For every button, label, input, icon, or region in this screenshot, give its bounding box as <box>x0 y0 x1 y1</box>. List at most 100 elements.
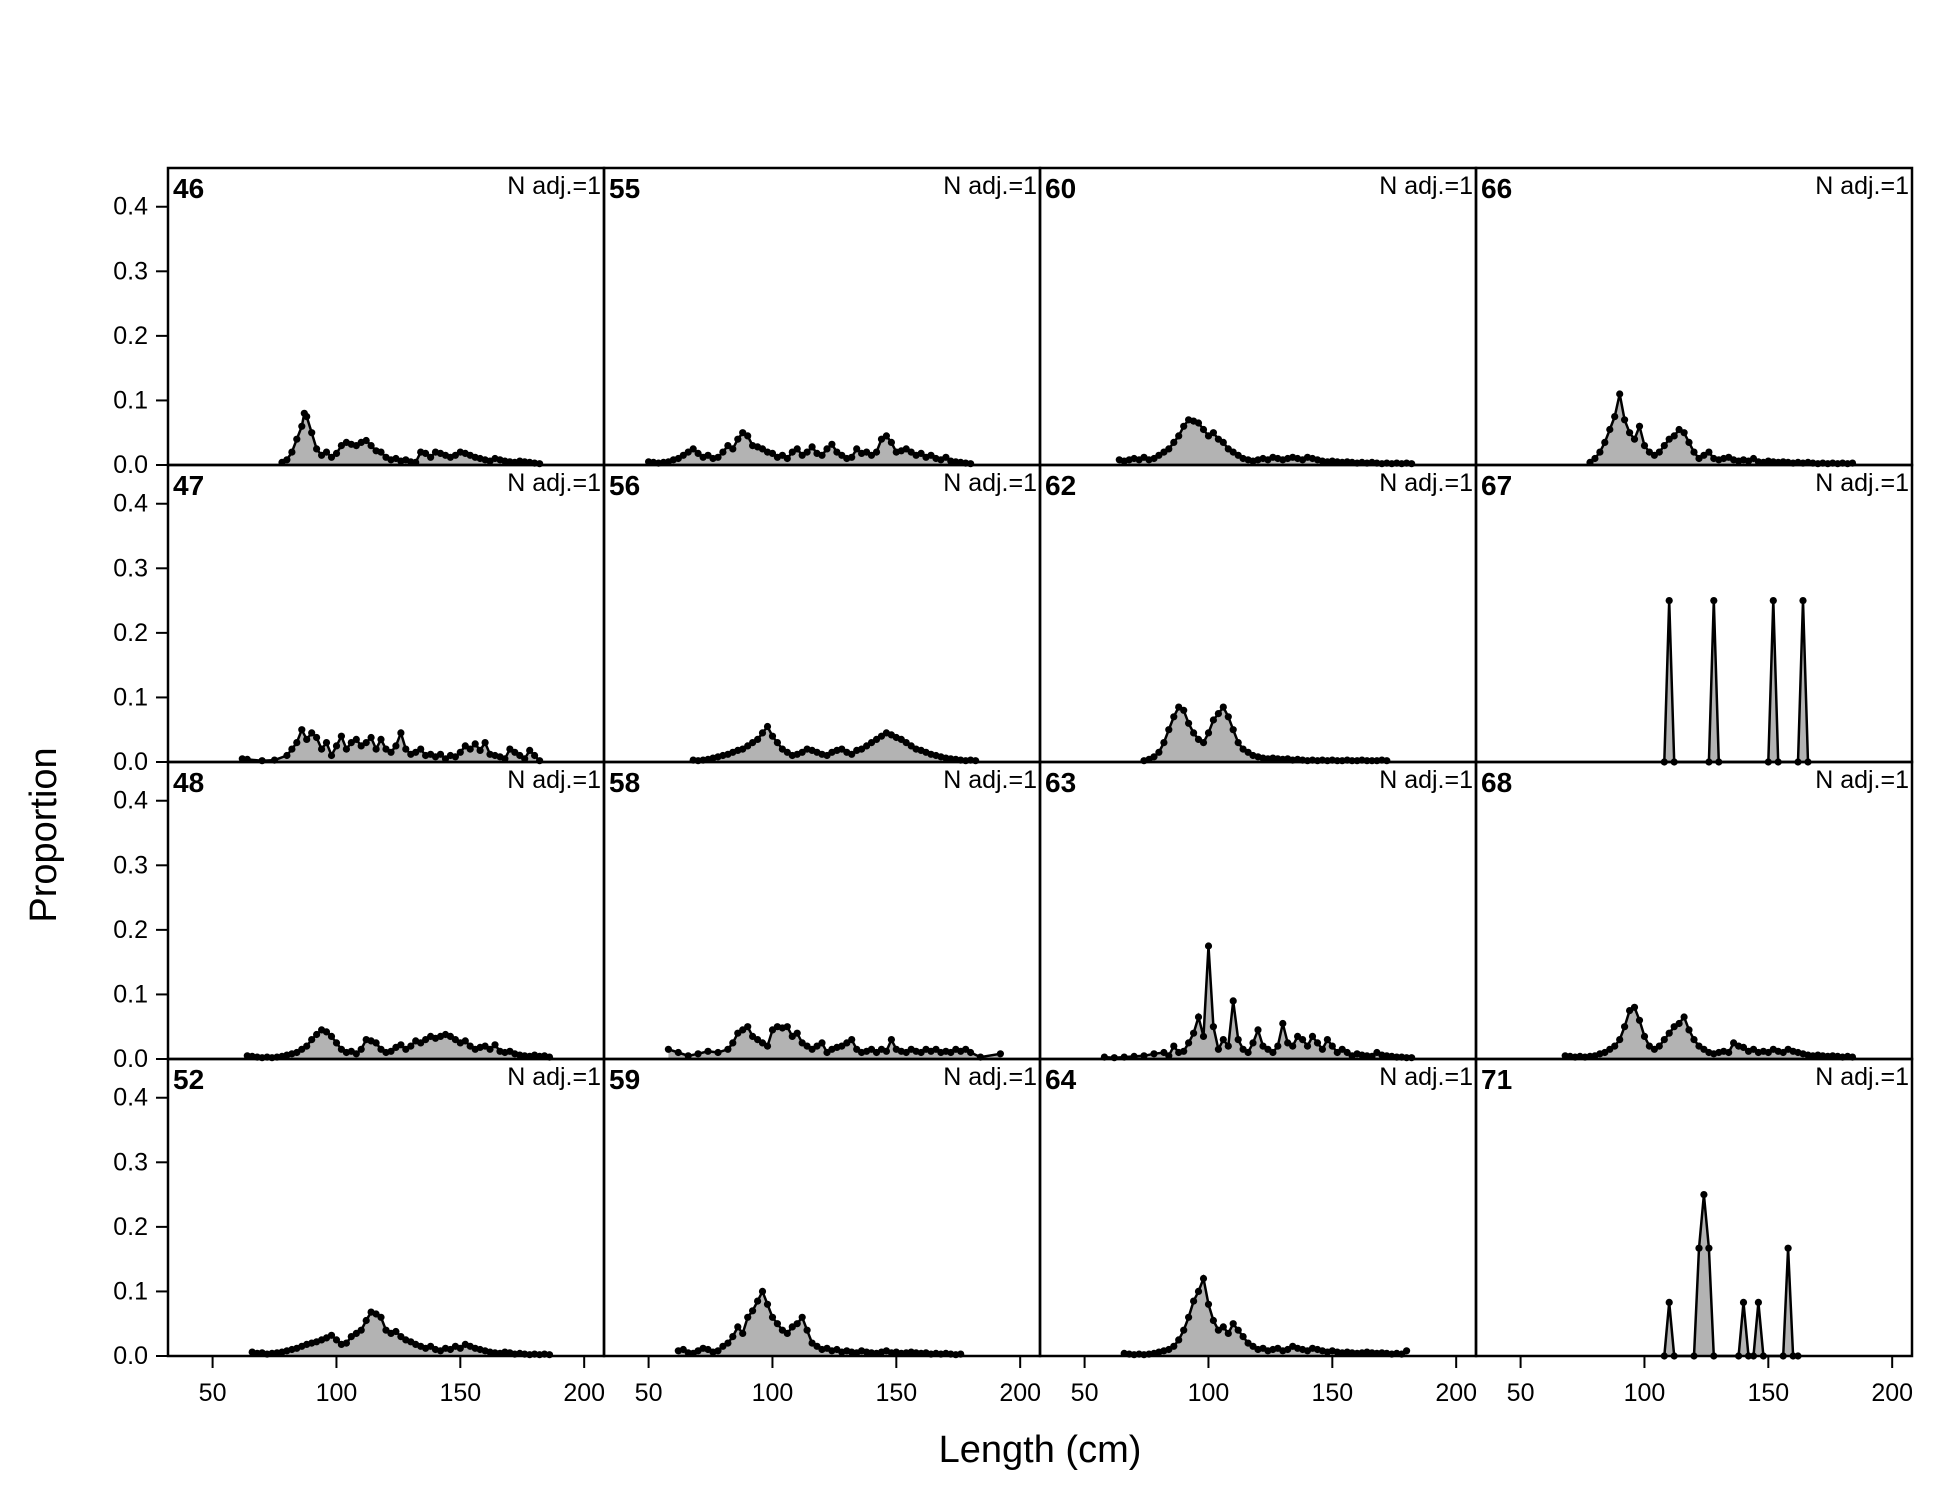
panel-58-point <box>729 1039 737 1047</box>
panel-63-label: 63 <box>1045 767 1076 798</box>
panel-59: 59 N adj.=1 <box>602 1057 1042 1359</box>
y-tick-label: 0.4 <box>113 490 148 518</box>
panel-52-label: 52 <box>173 1064 204 1095</box>
panel-55-point <box>942 453 950 461</box>
panel-58-point <box>882 1047 891 1055</box>
panel-56-label: 56 <box>609 470 640 501</box>
panel-48-point <box>372 1039 380 1047</box>
panel-66-point <box>1626 429 1634 437</box>
panel-60-area <box>1119 419 1412 465</box>
panel-62-point <box>1219 703 1227 711</box>
y-tick-label: 0.2 <box>113 619 148 647</box>
panel-66-label: 66 <box>1481 173 1512 204</box>
x-tick-label: 50 <box>199 1379 227 1407</box>
panel-62-frame <box>1038 463 1478 764</box>
panel-52-point <box>456 1344 464 1352</box>
y-tick-label: 0.4 <box>113 193 148 221</box>
panel-63-point <box>1180 1047 1188 1055</box>
panel-62-point <box>1204 729 1213 737</box>
panel-55-point <box>823 445 831 453</box>
panel-59-point <box>724 1339 732 1347</box>
panel-56-point <box>773 739 782 747</box>
panel-52-point <box>362 1316 370 1325</box>
panel-58-point <box>996 1050 1005 1058</box>
panel-58-label: 58 <box>609 767 640 798</box>
panel-58-frame <box>602 760 1042 1061</box>
panel-47-point <box>322 739 331 747</box>
panel-47-point <box>352 735 360 744</box>
panel-59-point <box>729 1333 737 1341</box>
panel-58-point <box>724 1045 732 1053</box>
panel-66-point <box>1606 425 1614 434</box>
panel-60-point <box>1194 419 1203 427</box>
x-tick-label: 200 <box>1435 1379 1477 1407</box>
panel-55-point <box>828 440 836 448</box>
panel-46-point <box>332 449 341 457</box>
panel-52-point <box>377 1313 385 1321</box>
panel-63-point <box>1224 1042 1232 1050</box>
panel-62-nadj: N adj.=1 <box>1379 469 1473 497</box>
panel-63-point <box>1194 1013 1203 1021</box>
panel-64-label: 64 <box>1045 1064 1077 1095</box>
panel-55-point <box>719 448 727 456</box>
panel-58: 58 N adj.=1 <box>602 760 1042 1061</box>
panel-63-point <box>1165 1052 1173 1060</box>
panel-60-point <box>1180 422 1188 430</box>
panel-59-point <box>793 1320 801 1328</box>
panel-60-point <box>1219 438 1227 446</box>
panel-58-point <box>674 1048 682 1057</box>
panel-71-point <box>1665 1298 1673 1306</box>
panel-48-frame <box>166 760 606 1061</box>
panel-47-nadj: N adj.=1 <box>507 469 601 497</box>
panel-55-point <box>818 451 826 459</box>
panel-58-point <box>763 1042 772 1050</box>
panel-60-point <box>1175 432 1183 440</box>
panel-58-point <box>714 1048 722 1057</box>
panel-47-point <box>387 748 395 756</box>
panel-60-nadj: N adj.=1 <box>1379 172 1473 200</box>
panel-46-frame <box>166 166 606 467</box>
panel-60-point <box>1165 445 1173 453</box>
panel-58-point <box>848 1036 856 1044</box>
panel-47-point <box>342 745 350 753</box>
panel-68-point <box>1621 1023 1629 1031</box>
panel-48-point <box>491 1041 499 1049</box>
panel-59-point <box>763 1300 772 1308</box>
panel-46-point <box>362 436 370 445</box>
panel-48-point <box>357 1045 365 1053</box>
x-tick-label: 150 <box>875 1379 917 1407</box>
panel-47-point <box>456 748 464 756</box>
panel-59-point <box>803 1326 811 1334</box>
panel-71-point <box>1700 1191 1708 1199</box>
y-tick-label: 0.4 <box>113 1084 148 1112</box>
panel-68-point <box>1640 1032 1649 1040</box>
panel-46-nadj: N adj.=1 <box>507 172 601 200</box>
panel-55-point <box>803 448 811 456</box>
panel-59-point <box>714 1347 722 1355</box>
panel-48-point <box>407 1042 415 1050</box>
panel-71-point <box>1695 1244 1703 1252</box>
panel-66-point <box>1660 442 1668 450</box>
panel-64-line <box>1124 1274 1408 1356</box>
panel-64-point <box>1194 1287 1203 1295</box>
panel-63-point <box>1214 1045 1222 1053</box>
panel-59-area <box>678 1291 961 1356</box>
panel-63-point <box>1308 1032 1317 1040</box>
panel-63-point <box>1190 1029 1198 1037</box>
panel-62-point <box>1185 719 1193 727</box>
panel-55-point <box>848 453 856 461</box>
panel-59-point <box>739 1329 747 1337</box>
x-tick-label: 100 <box>752 1379 794 1407</box>
panel-62-point <box>1165 726 1173 734</box>
panel-55-nadj: N adj.=1 <box>943 172 1037 200</box>
panel-58-point <box>818 1039 826 1047</box>
panel-48-point <box>303 1042 311 1050</box>
panel-47-point <box>471 740 479 748</box>
panel-55-point <box>694 449 702 457</box>
panel-66-point <box>1705 448 1713 456</box>
panel-55-point <box>734 435 742 443</box>
panel-63-nadj: N adj.=1 <box>1379 766 1473 794</box>
x-tick-label: 200 <box>999 1379 1041 1407</box>
panel-56-point <box>768 732 777 740</box>
panel-67-point <box>1710 597 1718 605</box>
